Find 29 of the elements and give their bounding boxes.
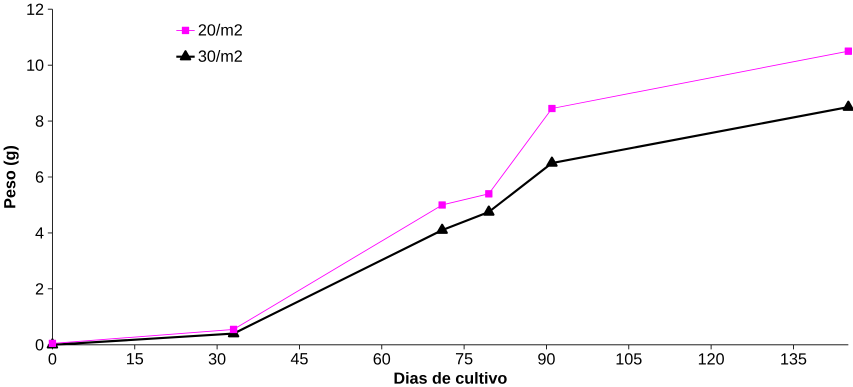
point [485,190,492,198]
y-axis-title: Peso (g) [4,146,19,208]
point [438,201,446,208]
y-tick-label: 8 [36,115,44,127]
legend-label: 20/m2 [198,24,242,36]
point [230,326,238,333]
point [546,156,558,167]
x-tick-label: 45 [290,352,308,364]
y-tick-label: 0 [36,338,44,350]
y-tick-label: 6 [36,171,44,183]
x-tick-label: 105 [616,352,642,364]
point [483,205,495,216]
x-tick-label: 15 [127,352,144,364]
x-axis-title: Dias de cultivo [394,372,507,384]
x-tick-label: 120 [698,352,724,364]
legend-label: 30/m2 [198,50,242,62]
x-tick-label: 0 [48,352,56,364]
y-tick-label: 10 [27,59,44,71]
x-tick-label: 30 [208,352,226,364]
point [844,47,852,55]
x-tick-label: 75 [456,352,472,364]
y-tick-label: 12 [27,3,44,15]
point [436,223,448,234]
y-tick-label: 4 [35,227,44,238]
y-tick-label: 2 [36,283,44,294]
x-tick-label: 90 [538,352,555,364]
x-tick-label: 135 [781,352,806,364]
x-tick-label: 60 [374,352,390,364]
point [548,104,556,112]
